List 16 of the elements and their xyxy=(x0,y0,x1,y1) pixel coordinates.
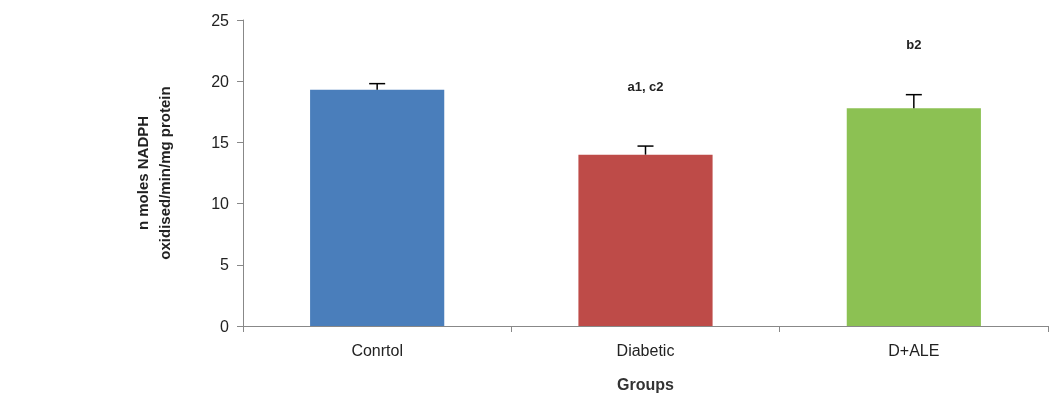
annotation: b2 xyxy=(906,37,922,53)
x-tick-label: Diabetic xyxy=(616,341,675,359)
x-tick-label: D+ALE xyxy=(888,341,940,359)
y-tick-label: 0 xyxy=(220,317,230,335)
x-axis-title: Groups xyxy=(617,375,675,393)
y-tick-label: 10 xyxy=(211,195,230,213)
y-tick-label: 15 xyxy=(211,133,230,151)
annotation: a1, c2 xyxy=(627,78,664,94)
y-tick-label: 20 xyxy=(211,72,230,90)
bar xyxy=(846,108,981,326)
y-axis-title: n moles NADPH oxidised/min/mg protein xyxy=(133,86,173,260)
bar xyxy=(578,154,713,326)
x-tick-label: Conrtol xyxy=(351,341,403,359)
bar xyxy=(310,89,445,326)
y-tick-label: 25 xyxy=(211,11,230,29)
y-tick-label: 5 xyxy=(220,256,230,274)
